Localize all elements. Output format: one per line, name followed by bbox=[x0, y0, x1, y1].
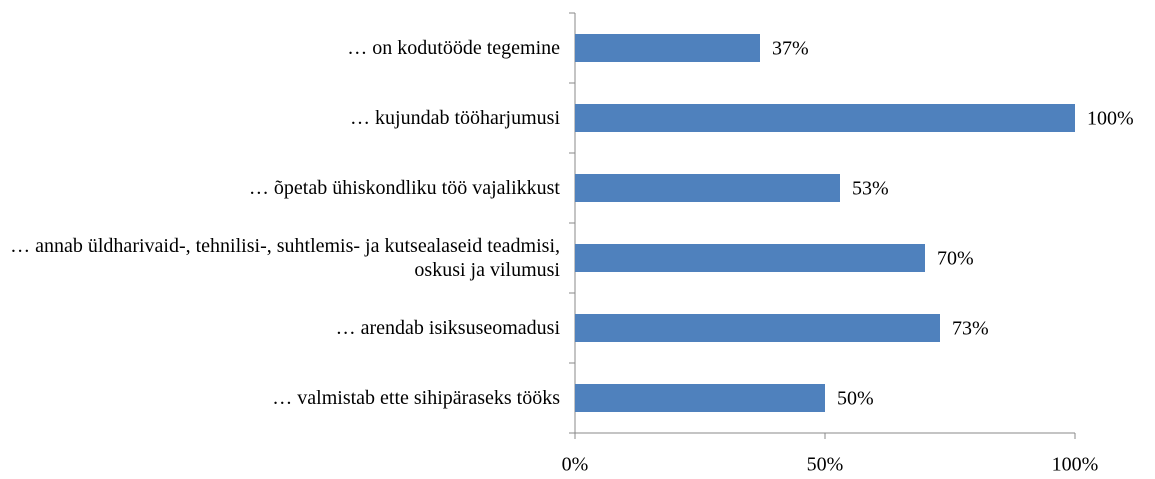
bar bbox=[575, 104, 1075, 132]
value-label: 37% bbox=[772, 38, 809, 60]
x-tick-label: 100% bbox=[1052, 454, 1099, 476]
x-tick-label: 50% bbox=[807, 454, 844, 476]
category-label: … õpetab ühiskondliku töö vajalikkust bbox=[248, 177, 560, 199]
category-label: … valmistab ette sihipäraseks tööks bbox=[272, 387, 560, 409]
bar bbox=[575, 174, 840, 202]
value-label: 100% bbox=[1087, 108, 1134, 130]
bar bbox=[575, 314, 940, 342]
bar bbox=[575, 384, 825, 412]
value-label: 73% bbox=[952, 318, 989, 340]
category-label: … annab üldharivaid-, tehnilisi-, suhtle… bbox=[10, 235, 560, 281]
value-label: 70% bbox=[937, 248, 974, 270]
category-label: … kujundab tööharjumusi bbox=[350, 107, 560, 129]
bar bbox=[575, 34, 760, 62]
value-label: 50% bbox=[837, 388, 874, 410]
x-tick-label: 0% bbox=[562, 454, 589, 476]
category-label: … arendab isiksuseomadusi bbox=[335, 317, 560, 339]
value-label: 53% bbox=[852, 178, 889, 200]
category-label: … on kodutööde tegemine bbox=[347, 37, 560, 59]
bar bbox=[575, 244, 925, 272]
